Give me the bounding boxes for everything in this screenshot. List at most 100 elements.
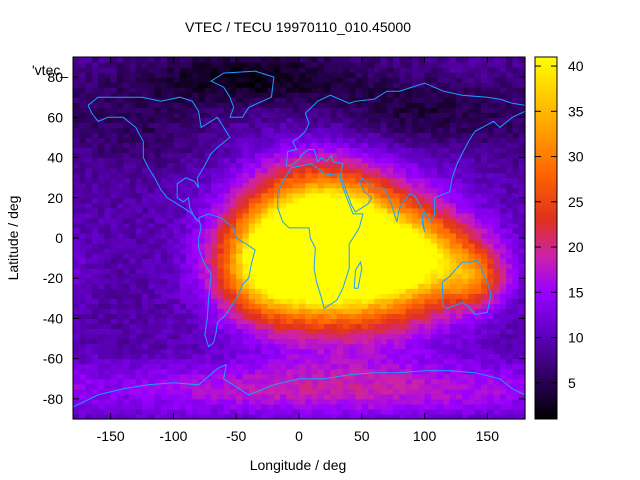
heatmap-cell (116, 338, 124, 345)
heatmap-cell (499, 298, 507, 304)
heatmap-cell (179, 308, 187, 315)
heatmap-cell (236, 398, 244, 405)
heatmap-cell (330, 197, 338, 204)
heatmap-cell (129, 127, 137, 134)
heatmap-cell (361, 102, 369, 108)
heatmap-cell (186, 258, 193, 264)
heatmap-cell (355, 343, 363, 350)
heatmap-cell (455, 268, 463, 274)
heatmap-cell (355, 383, 363, 390)
heatmap-cell (236, 298, 244, 304)
heatmap-cell (336, 408, 344, 415)
heatmap-cell (386, 117, 394, 123)
heatmap-cell (430, 187, 438, 194)
heatmap-cell (110, 127, 118, 134)
heatmap-cell (349, 122, 357, 128)
heatmap-cell (474, 268, 482, 274)
heatmap-cell (242, 57, 250, 63)
heatmap-cell (374, 192, 382, 199)
heatmap-cell (186, 217, 193, 224)
heatmap-cell (223, 117, 231, 123)
heatmap-cell (437, 413, 444, 420)
heatmap-cell (73, 112, 80, 118)
heatmap-cell (449, 273, 457, 279)
heatmap-cell (211, 57, 218, 63)
heatmap-cell (311, 157, 319, 164)
heatmap-cell (242, 202, 250, 209)
heatmap-cell (361, 348, 369, 355)
heatmap-cell (85, 378, 93, 385)
heatmap-cell (393, 293, 401, 299)
heatmap-cell (148, 137, 156, 144)
heatmap-cell (248, 348, 256, 355)
heatmap-cell (211, 248, 218, 254)
heatmap-cell (405, 318, 413, 325)
heatmap-cell (98, 303, 105, 309)
heatmap-cell (142, 323, 149, 330)
heatmap-cell (160, 303, 168, 309)
heatmap-cell (437, 212, 444, 219)
heatmap-cell (361, 383, 369, 390)
heatmap-cell (217, 67, 225, 73)
heatmap-cell (399, 227, 407, 234)
heatmap-cell (418, 127, 426, 134)
heatmap-cell (142, 353, 149, 360)
heatmap-cell (255, 97, 262, 103)
heatmap-cell (142, 132, 149, 139)
heatmap-cell (267, 232, 275, 239)
heatmap-cell (424, 258, 432, 264)
heatmap-cell (380, 388, 388, 395)
heatmap-cell (167, 107, 175, 113)
heatmap-cell (405, 137, 413, 144)
heatmap-cell (123, 368, 131, 375)
heatmap-cell (116, 162, 124, 169)
heatmap-cell (255, 398, 262, 405)
heatmap-cell (123, 283, 131, 289)
heatmap-cell (393, 152, 401, 159)
heatmap-cell (104, 293, 112, 299)
heatmap-cell (242, 348, 250, 355)
heatmap-cell (129, 278, 137, 284)
heatmap-cell (98, 122, 105, 128)
heatmap-cell (217, 268, 225, 274)
heatmap-cell (399, 102, 407, 108)
heatmap-cell (361, 358, 369, 365)
heatmap-cell (487, 348, 495, 355)
heatmap-cell (368, 152, 375, 159)
heatmap-cell (186, 273, 193, 279)
heatmap-cell (481, 343, 488, 350)
heatmap-cell (248, 87, 256, 93)
heatmap-cell (242, 92, 250, 98)
heatmap-cell (286, 388, 294, 395)
heatmap-cell (361, 62, 369, 68)
heatmap-cell (412, 57, 419, 63)
heatmap-cell (267, 82, 275, 88)
heatmap-cell (386, 258, 394, 264)
heatmap-cell (217, 253, 225, 259)
heatmap-cell (167, 207, 175, 214)
heatmap-cell (336, 398, 344, 405)
heatmap-cell (418, 328, 426, 335)
heatmap-cell (418, 258, 426, 264)
heatmap-cell (380, 393, 388, 400)
heatmap-cell (186, 182, 193, 189)
heatmap-cell (468, 283, 476, 289)
heatmap-cell (499, 112, 507, 118)
heatmap-cell (280, 167, 288, 174)
heatmap-cell (418, 268, 426, 274)
heatmap-cell (148, 358, 156, 365)
heatmap-cell (487, 207, 495, 214)
heatmap-cell (336, 222, 344, 229)
heatmap-cell (160, 92, 168, 98)
heatmap-cell (330, 303, 338, 309)
heatmap-cell (248, 117, 256, 123)
heatmap-cell (317, 212, 325, 219)
heatmap-cell (135, 217, 143, 224)
heatmap-cell (399, 157, 407, 164)
heatmap-cell (236, 172, 244, 179)
heatmap-cell (242, 238, 250, 244)
heatmap-cell (468, 393, 476, 400)
heatmap-cell (380, 207, 388, 214)
heatmap-cell (217, 137, 225, 144)
heatmap-cell (330, 278, 338, 284)
